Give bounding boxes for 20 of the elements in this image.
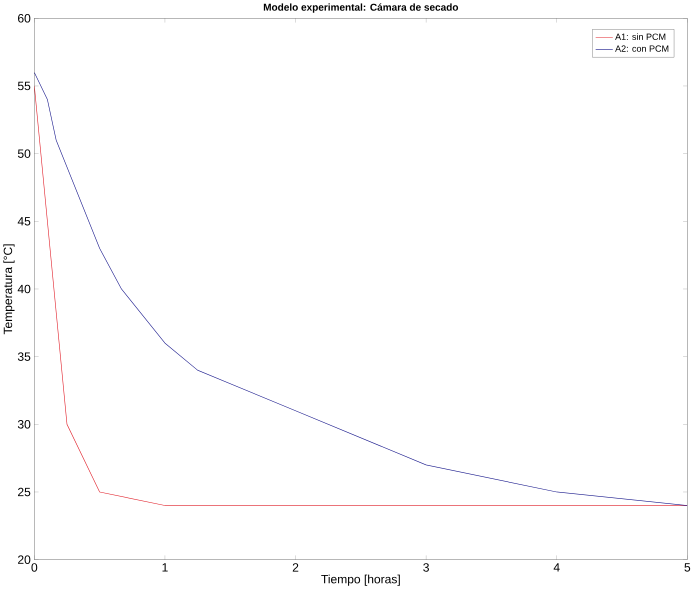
x-tick-label: 1 (162, 563, 168, 572)
x-tick-label: 3 (423, 563, 429, 572)
y-tick-label: 35 (18, 352, 30, 361)
x-axis-title: Tiempo [horas] (321, 574, 400, 586)
y-tick-label: 25 (18, 488, 30, 496)
x-tick-label: 5 (684, 563, 690, 572)
x-tick-label: 2 (292, 563, 298, 572)
y-tick-label: 20 (18, 555, 30, 564)
y-tick-label: 40 (18, 284, 30, 294)
legend-label: A2: con PCM (615, 45, 668, 52)
legend-label: A1: sin PCM (615, 33, 666, 40)
y-tick-label: 55 (18, 82, 30, 90)
chart-title: Modelo experimental: Cámara de secado (264, 3, 458, 13)
y-tick-label: 30 (18, 420, 30, 428)
x-tick-label: 0 (31, 563, 38, 572)
y-axis-title: Temperatura [°C] (3, 244, 15, 334)
y-tick-label: 50 (18, 149, 30, 158)
x-tick-label: 4 (554, 563, 560, 572)
y-tick-label: 60 (18, 14, 30, 22)
y-tick-label: 45 (18, 217, 30, 226)
